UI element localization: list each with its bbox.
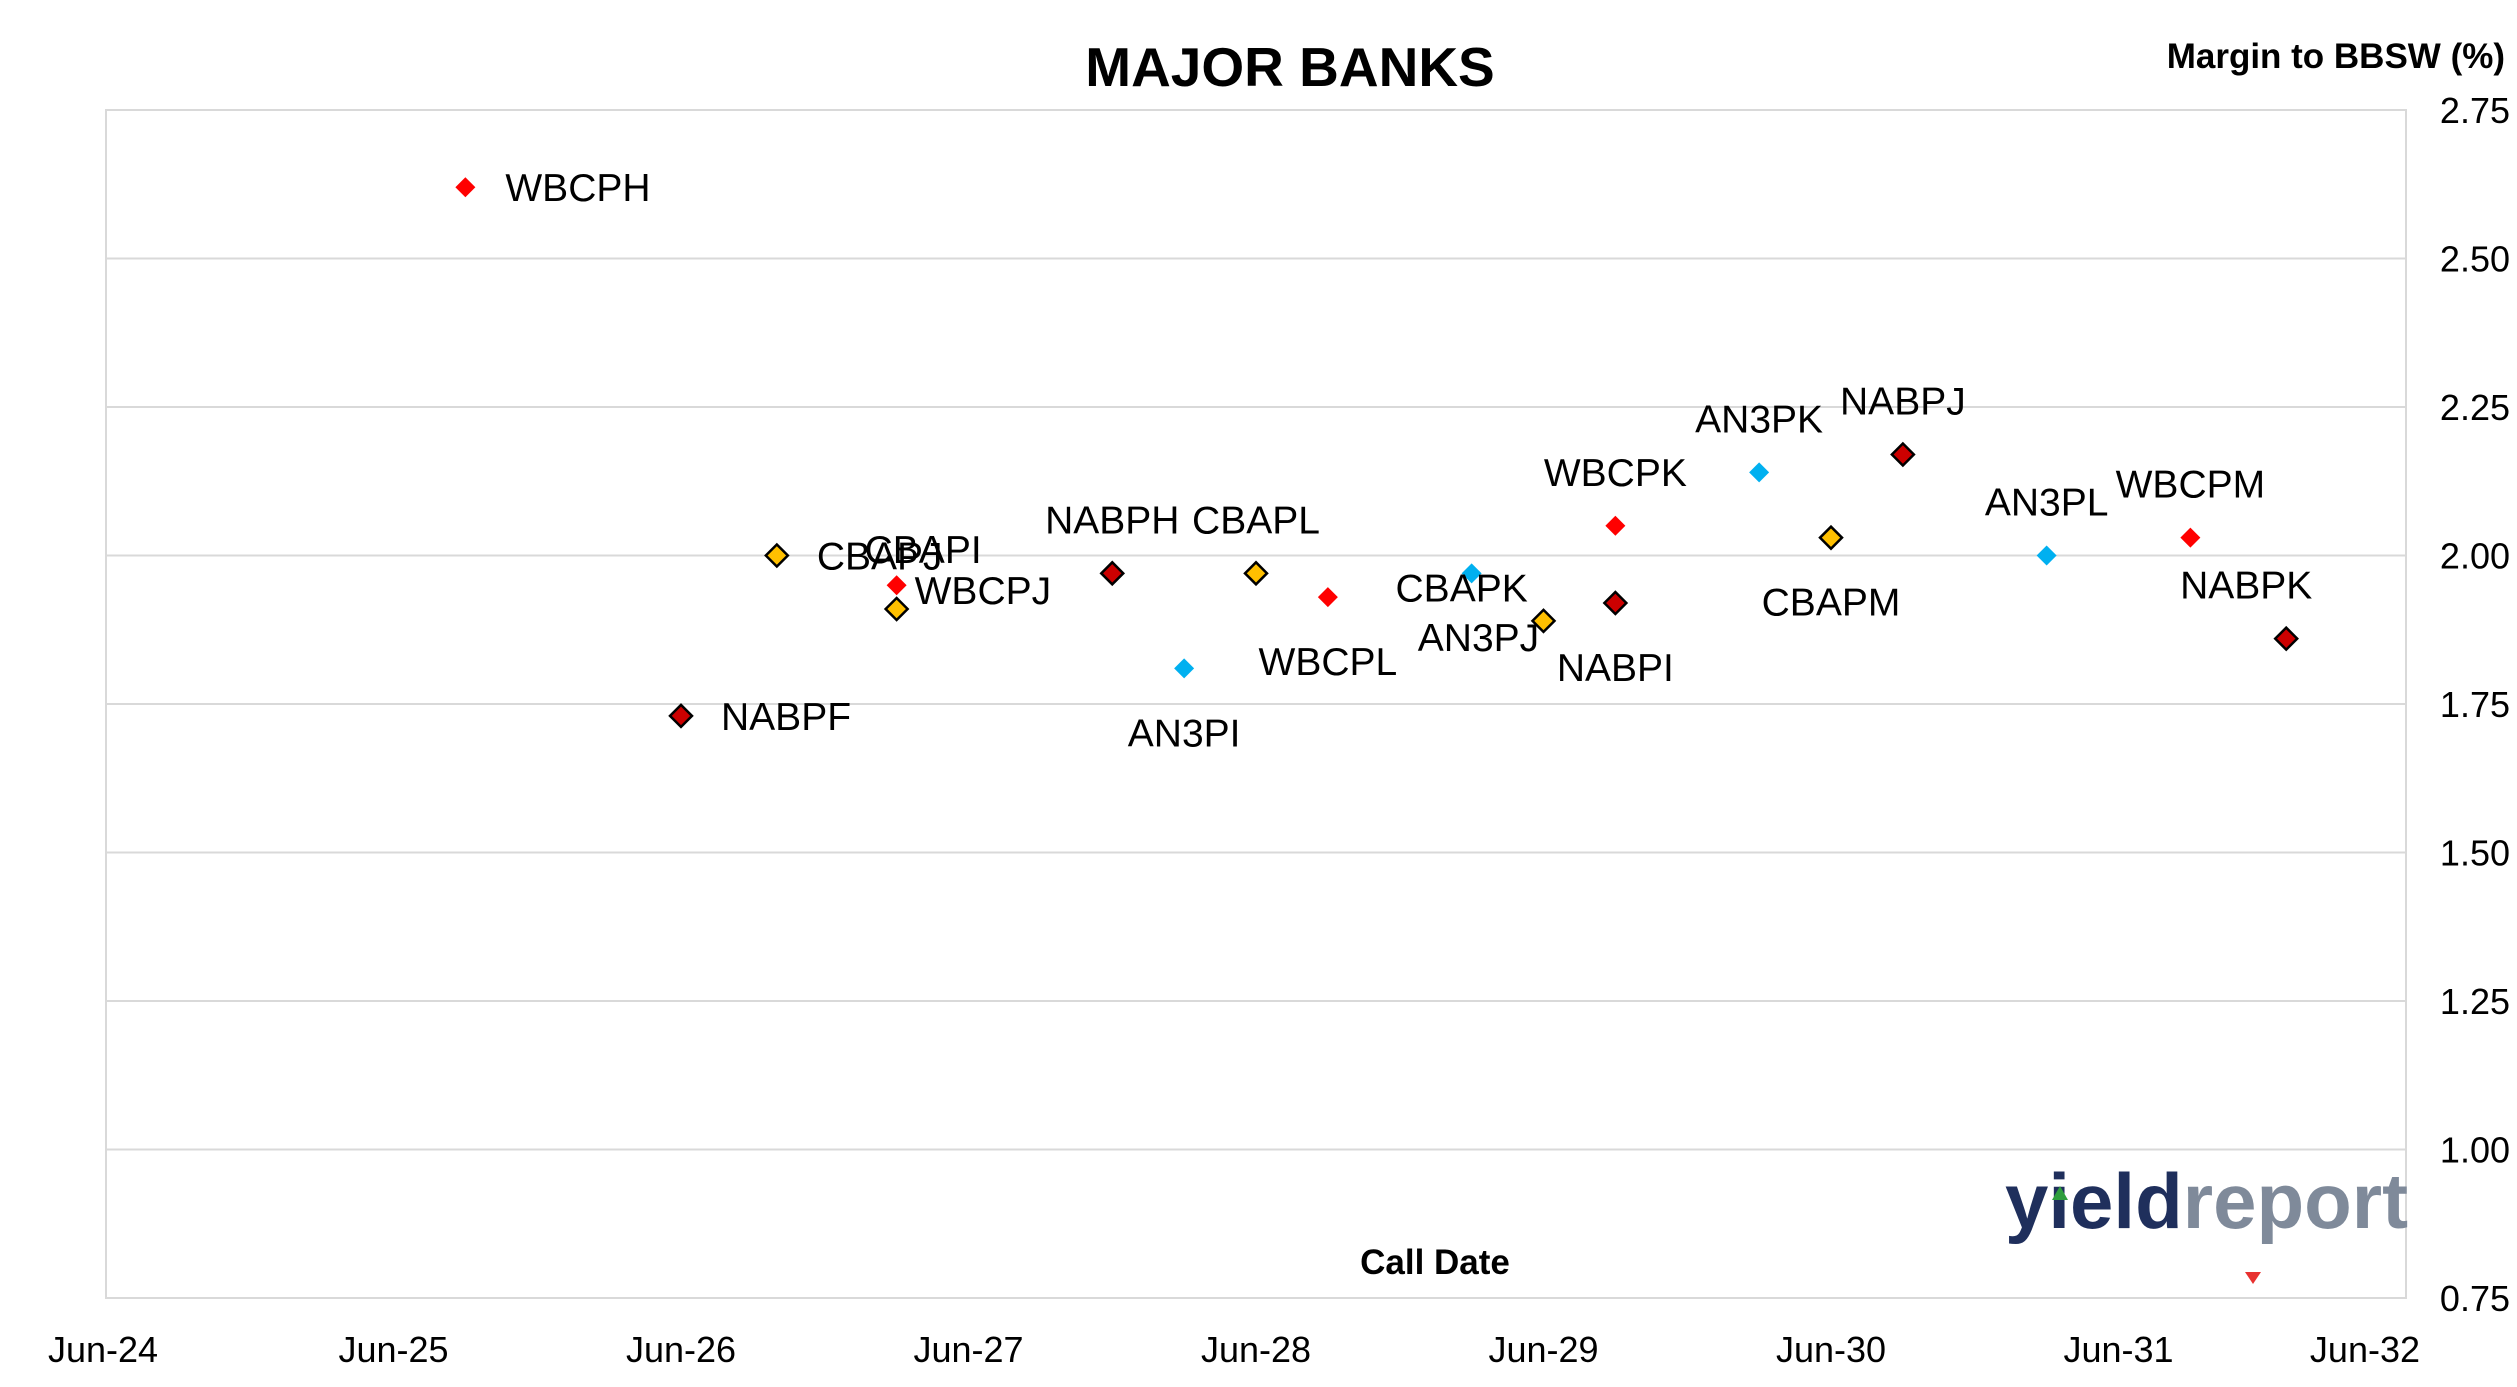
x-axis-title: Call Date	[1360, 1243, 1510, 1282]
data-point-marker	[883, 596, 910, 622]
data-point-marker	[1243, 560, 1269, 587]
y-tick-label: 1.00	[2440, 1130, 2510, 1171]
data-point-label: NABPJ	[1840, 381, 1966, 424]
data-point-marker	[886, 575, 907, 596]
y-axis-title: Margin to BBSW (%)	[2167, 37, 2505, 76]
data-point-label: CBAPI	[865, 529, 982, 572]
logo-text: yieldreport	[2005, 1157, 2408, 1245]
data-point-marker	[2180, 527, 2201, 548]
x-tick-label: Jun-30	[1776, 1329, 1886, 1370]
data-point-label: NABPH	[1045, 499, 1179, 542]
x-tick-label: Jun-27	[913, 1329, 1023, 1370]
data-point-label: WBCPH	[505, 167, 650, 210]
data-point-marker	[1530, 608, 1557, 634]
data-point-label: NABPI	[1557, 647, 1674, 690]
x-tick-label: Jun-25	[338, 1329, 448, 1370]
axis-ticks: 0.75 1.00 1.25 1.50 1.75 2.00 2.25 2.50 2.75 Jun-…	[48, 90, 2510, 1370]
data-point-marker	[2273, 625, 2299, 652]
data-point-label: WBCPK	[1544, 452, 1687, 495]
y-tick-label: 2.25	[2440, 387, 2510, 428]
data-point-marker	[1602, 590, 1629, 616]
logo-text-report: report	[2183, 1157, 2408, 1245]
data-point-label: AN3PK	[1695, 398, 1823, 441]
y-tick-label: 2.50	[2440, 239, 2510, 280]
y-tick-label: 0.75	[2440, 1278, 2510, 1319]
data-point-label: AN3PJ	[1418, 617, 1539, 660]
data-point-marker	[668, 703, 694, 729]
data-point-marker	[1749, 462, 1770, 483]
y-tick-label: 1.25	[2440, 981, 2510, 1022]
chart-title: MAJOR BANKS	[1085, 36, 1494, 98]
data-point-label: WBCPJ	[915, 570, 1052, 613]
data-point-label: CBAPM	[1762, 582, 1901, 625]
logo-up-arrow-icon	[2052, 1186, 2068, 1200]
x-tick-label: Jun-31	[2063, 1329, 2173, 1370]
gridlines	[106, 109, 2406, 1299]
data-point-label: CBAPJ	[817, 536, 943, 579]
x-tick-label: Jun-24	[48, 1329, 158, 1370]
data-points	[455, 177, 2299, 729]
data-point-label: NABPK	[2180, 565, 2312, 608]
data-point-marker	[1818, 524, 1844, 551]
data-point-label: CBAPL	[1192, 499, 1320, 542]
data-point-marker	[764, 542, 790, 569]
data-point-marker	[1099, 560, 1126, 587]
yieldreport-logo: yieldreport	[2005, 1157, 2408, 1284]
data-point-marker	[455, 177, 476, 198]
data-point-marker	[1174, 658, 1195, 679]
data-point-label: WBCPM	[2116, 464, 2266, 507]
logo-text-yield: yield	[2005, 1157, 2183, 1245]
y-tick-label: 1.75	[2440, 684, 2510, 725]
data-point-marker	[2036, 545, 2057, 566]
data-point-label: AN3PL	[1985, 482, 2109, 525]
data-point-marker	[1890, 441, 1916, 468]
x-tick-label: Jun-29	[1488, 1329, 1598, 1370]
y-tick-label: 2.75	[2440, 90, 2510, 131]
y-tick-label: 1.50	[2440, 833, 2510, 874]
x-tick-label: Jun-28	[1201, 1329, 1311, 1370]
data-point-marker	[1605, 515, 1626, 536]
x-tick-label: Jun-32	[2310, 1329, 2420, 1370]
logo-down-arrow-icon	[2245, 1272, 2261, 1284]
y-tick-label: 2.00	[2440, 536, 2510, 577]
x-tick-label: Jun-26	[626, 1329, 736, 1370]
data-point-label: WBCPL	[1259, 641, 1398, 684]
data-point-label: AN3PI	[1128, 712, 1241, 755]
data-point-label: NABPF	[721, 696, 851, 739]
data-point-marker	[1461, 563, 1482, 584]
data-point-label: CBAPK	[1396, 567, 1528, 610]
data-point-marker	[1317, 587, 1338, 608]
